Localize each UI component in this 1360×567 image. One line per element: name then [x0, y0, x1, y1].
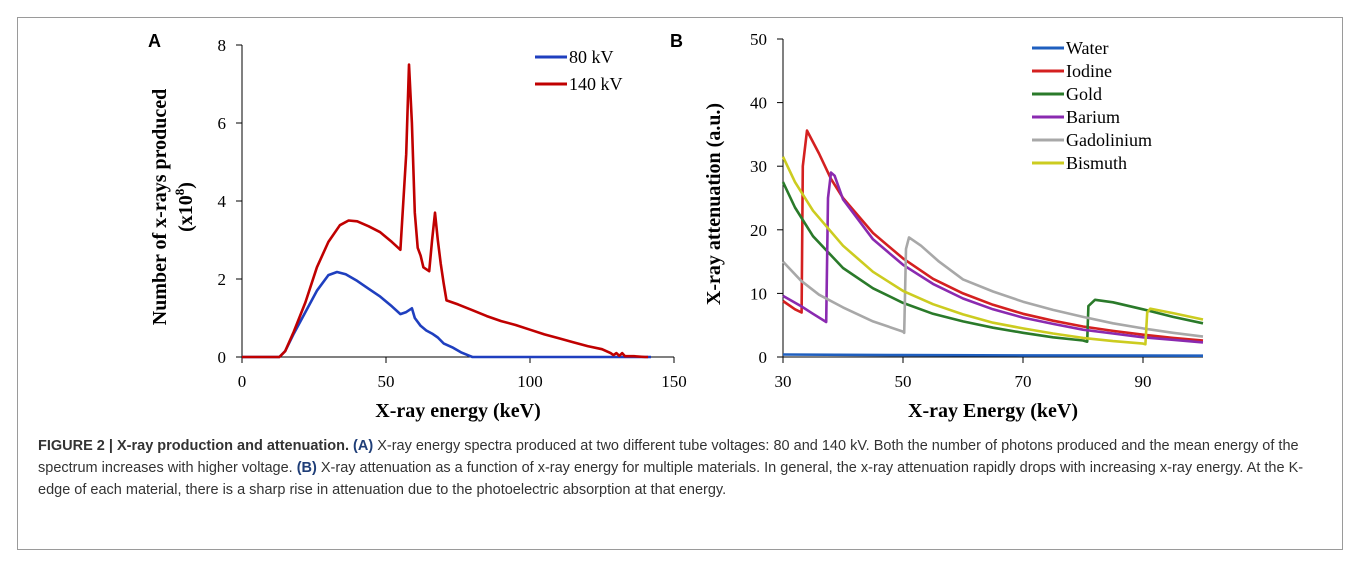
- x-axis-label: X-ray energy (keV): [375, 400, 541, 422]
- legend-label: Water: [1066, 38, 1109, 58]
- y-unit-base: (x10: [175, 195, 197, 232]
- series-line-gadolinium: [782, 236, 1204, 338]
- y-tick-label: 6: [218, 114, 227, 133]
- chart-panel-b: B 30 50 70 90 0 10 20 30 40 50 X-ray Energy (keV) X-…: [670, 30, 1204, 422]
- legend-label: 80 kV: [569, 47, 614, 67]
- figure-frame: [17, 17, 1343, 550]
- y-tick-label: 8: [218, 36, 227, 55]
- y-tick-label: 50: [750, 30, 767, 49]
- x-tick-label: 50: [378, 372, 395, 391]
- y-tick-label: 40: [750, 94, 767, 113]
- series-line-iodine: [782, 129, 1204, 342]
- x-tick-label: 70: [1015, 372, 1032, 391]
- series-line-barium: [782, 171, 1204, 344]
- x-tick-label: 50: [895, 372, 912, 391]
- caption-title: FIGURE 2 | X-ray production and attenuat…: [38, 438, 349, 454]
- series-line-bismuth: [781, 156, 1204, 346]
- x-tick-label: 150: [661, 372, 687, 391]
- x-tick-label: 0: [238, 372, 247, 391]
- y-tick-label: 10: [750, 284, 767, 303]
- legend-label: 140 kV: [569, 74, 623, 94]
- y-tick-label: 20: [750, 221, 767, 240]
- y-axis-unit: (x108): [172, 182, 197, 232]
- legend-label: Gadolinium: [1066, 130, 1152, 150]
- legend-label: Bismuth: [1066, 153, 1127, 173]
- y-tick-label: 30: [750, 157, 767, 176]
- x-tick-label: 100: [517, 372, 543, 391]
- legend: 80 kV 140 kV: [535, 47, 623, 94]
- series-line-water: [782, 353, 1204, 357]
- panel-letter: B: [670, 31, 683, 51]
- caption-a-label: (A): [353, 438, 374, 454]
- series-line-gold: [781, 181, 1204, 343]
- figure-caption: FIGURE 2 | X-ray production and attenuat…: [38, 435, 1323, 501]
- series-line-140-kv: [242, 63, 649, 359]
- y-tick-label: 2: [218, 270, 227, 289]
- y-tick-label: 0: [218, 348, 227, 367]
- caption-b-label: (B): [296, 460, 317, 476]
- y-axis-label: Number of x-rays produced: [149, 89, 171, 325]
- legend: Water Iodine Gold Barium Gadolinium Bismuth: [1032, 38, 1152, 173]
- caption-a-text: X-ray energy spectra produced at two dif…: [38, 438, 1299, 476]
- y-unit-exponent: 8: [172, 188, 187, 195]
- x-tick-label: 30: [775, 372, 792, 391]
- y-unit-close: ): [175, 182, 197, 189]
- chart-panel-a: A 0 50 100 150 0 2 4 6 8 X-ray energy (keV) Number …: [148, 31, 687, 422]
- y-tick-label: 4: [218, 192, 227, 211]
- panel-letter: A: [148, 31, 161, 51]
- caption-b-text: X-ray attenuation as a function of x-ray…: [38, 460, 1304, 498]
- legend-label: Gold: [1066, 84, 1102, 104]
- y-tick-label: 0: [759, 348, 768, 367]
- legend-label: Iodine: [1066, 61, 1112, 81]
- x-axis-label: X-ray Energy (keV): [908, 400, 1078, 422]
- y-axis-label: X-ray attenuation (a.u.): [703, 103, 725, 305]
- x-tick-label: 90: [1135, 372, 1152, 391]
- legend-label: Barium: [1066, 107, 1120, 127]
- series-line-80-kv: [242, 270, 651, 359]
